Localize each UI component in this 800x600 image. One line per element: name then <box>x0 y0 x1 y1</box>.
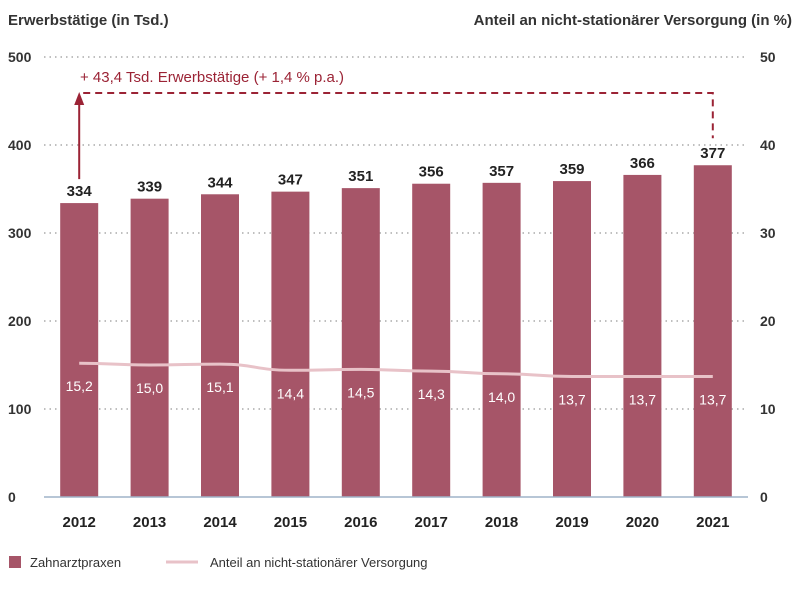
bar-value-label: 351 <box>348 168 373 185</box>
left-axis-tick: 400 <box>8 137 32 153</box>
grid-lines <box>44 56 748 410</box>
x-tick-label: 2017 <box>415 514 448 531</box>
right-axis-tick: 30 <box>760 225 776 241</box>
bar-2018 <box>482 182 521 497</box>
bar-2020 <box>623 174 662 498</box>
x-tick-label: 2016 <box>344 514 377 531</box>
right-axis-tick: 0 <box>760 489 768 505</box>
right-axis-tick: 10 <box>760 401 776 417</box>
left-axis-title: Erwerbstätige (in Tsd.) <box>8 12 169 29</box>
line-value-label: 14,0 <box>488 389 515 405</box>
bar-value-label: 344 <box>207 174 233 191</box>
line-value-label: 15,0 <box>136 380 163 396</box>
right-axis-tick: 50 <box>760 49 776 65</box>
line-value-label: 13,7 <box>699 391 726 407</box>
bar-2016 <box>341 188 380 497</box>
right-axis-tick: 20 <box>760 313 776 329</box>
line-value-label: 13,7 <box>558 391 585 407</box>
bar-value-label: 366 <box>630 155 655 172</box>
x-tick-label: 2015 <box>274 514 307 531</box>
line-value-label: 14,3 <box>418 386 445 402</box>
bar-2017 <box>412 183 451 497</box>
left-axis-tick: 300 <box>8 225 32 241</box>
right-axis-tick: 40 <box>760 137 776 153</box>
legend: Zahnarztpraxen Anteil an nicht-stationär… <box>9 555 428 570</box>
bar-2019 <box>553 181 591 497</box>
x-tick-label: 2012 <box>63 514 96 531</box>
legend-line-label: Anteil an nicht-stationärer Versorgung <box>210 555 428 570</box>
legend-bar-label: Zahnarztpraxen <box>30 555 121 570</box>
bar-2021 <box>693 165 732 498</box>
line-value-label: 14,4 <box>277 385 304 401</box>
bar-value-label: 334 <box>67 183 93 200</box>
left-axis-tick: 0 <box>8 489 16 505</box>
bar-value-label: 356 <box>419 164 444 181</box>
data-labels: 334 339 344 347 351 356 357 359 366 377 15,2 15,0 15… <box>66 145 727 407</box>
axes: 0 100 200 300 400 500 0 10 20 30 40 50 2012 2013 2014 2… <box>8 49 776 531</box>
bar-2012 <box>60 203 99 497</box>
bar-2013 <box>130 198 169 497</box>
annotation-text: + 43,4 Tsd. Erwerbstätige (+ 1,4 % p.a.) <box>80 69 344 86</box>
bar-2015 <box>271 191 310 497</box>
line-value-label: 15,2 <box>66 378 93 394</box>
annotation-dashed-bracket <box>83 92 714 139</box>
x-tick-label: 2021 <box>696 514 729 531</box>
x-tick-label: 2013 <box>133 514 166 531</box>
x-tick-label: 2014 <box>203 514 237 531</box>
bar-2014 <box>201 194 239 497</box>
left-axis-tick: 200 <box>8 313 32 329</box>
annotation-arrow-head <box>74 92 85 105</box>
bar-value-label: 377 <box>700 145 725 162</box>
bar-value-label: 347 <box>278 172 303 189</box>
x-tick-label: 2019 <box>555 514 588 531</box>
x-tick-label: 2018 <box>485 514 518 531</box>
line-value-label: 14,5 <box>347 384 374 400</box>
line-value-label: 13,7 <box>629 391 656 407</box>
right-axis-title: Anteil an nicht-stationärer Versorgung (… <box>474 12 792 29</box>
left-axis-tick: 100 <box>8 401 32 417</box>
bar-series <box>60 165 732 498</box>
growth-annotation: + 43,4 Tsd. Erwerbstätige (+ 1,4 % p.a.) <box>74 69 714 180</box>
legend-bar-swatch <box>9 556 21 568</box>
bar-value-label: 339 <box>137 179 162 196</box>
line-value-label: 15,1 <box>206 379 233 395</box>
bar-value-label: 359 <box>559 161 584 178</box>
bar-value-label: 357 <box>489 163 514 180</box>
x-tick-label: 2020 <box>626 514 659 531</box>
left-axis-tick: 500 <box>8 49 32 65</box>
line-series <box>79 361 713 378</box>
share-line <box>79 361 713 378</box>
